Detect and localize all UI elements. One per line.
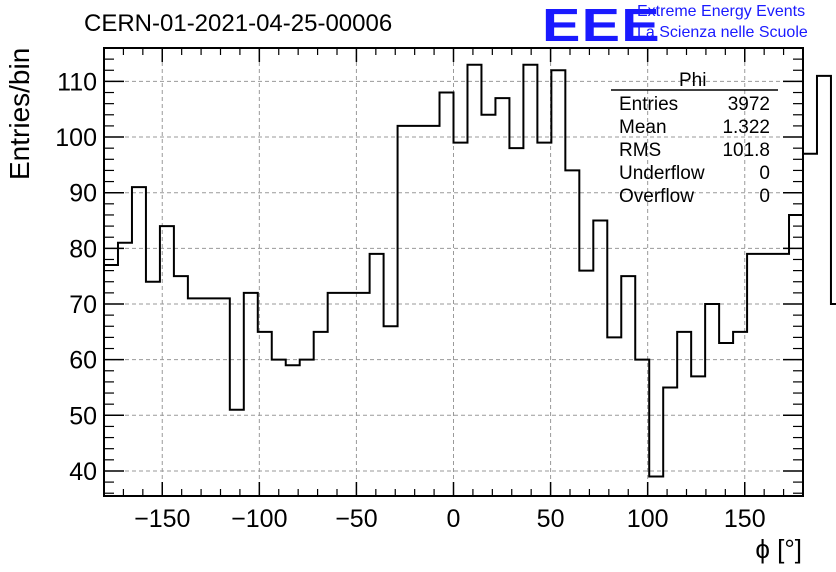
x-tick-label: −150 bbox=[134, 505, 190, 533]
y-tick-label: 50 bbox=[69, 402, 97, 430]
axis-tick-labels: −150 −100 −50 0 50 100 150 40 50 60 70 80 90 100 110 bbox=[55, 68, 765, 533]
stats-value-rms: 101.8 bbox=[722, 140, 770, 161]
y-tick-label: 40 bbox=[69, 458, 97, 486]
x-tick-label: −50 bbox=[335, 505, 377, 533]
stats-box-title: Phi bbox=[679, 70, 707, 91]
histogram-series bbox=[104, 63, 836, 478]
chart-title: CERN-01-2021-04-25-00006 bbox=[84, 10, 393, 37]
stats-label-mean: Mean bbox=[619, 117, 667, 138]
stats-value-underflow: 0 bbox=[759, 163, 770, 184]
stats-label-entries: Entries bbox=[619, 94, 679, 115]
stats-value-entries: 3972 bbox=[727, 94, 770, 115]
x-tick-label: 100 bbox=[627, 505, 669, 533]
x-tick-label: 0 bbox=[447, 505, 461, 533]
y-tick-label: 100 bbox=[55, 124, 97, 152]
x-tick-label: 50 bbox=[537, 505, 565, 533]
logo-line-2: La Scienza nelle Scuole bbox=[637, 24, 808, 41]
eee-logo: EEE bbox=[542, 0, 661, 51]
y-tick-label: 90 bbox=[69, 180, 97, 208]
y-tick-label: 60 bbox=[69, 347, 97, 375]
stats-label-rms: RMS bbox=[619, 140, 662, 161]
axis-ticks bbox=[104, 47, 803, 496]
x-tick-label: 150 bbox=[724, 505, 766, 533]
y-tick-label: 110 bbox=[57, 68, 97, 96]
x-tick-label: −100 bbox=[231, 505, 287, 533]
stats-label-underflow: Underflow bbox=[619, 163, 705, 184]
grid-lines bbox=[104, 48, 803, 496]
y-tick-label: 80 bbox=[69, 235, 97, 263]
x-axis-label: ϕ [°] bbox=[755, 534, 802, 564]
stats-value-mean: 1.322 bbox=[722, 117, 770, 138]
stats-label-overflow: Overflow bbox=[619, 186, 694, 207]
logo-line-1: Extreme Energy Events bbox=[637, 3, 806, 20]
stats-value-overflow: 0 bbox=[759, 186, 770, 207]
y-axis-label: Entries/bin bbox=[4, 47, 35, 180]
y-tick-label: 70 bbox=[69, 291, 97, 319]
